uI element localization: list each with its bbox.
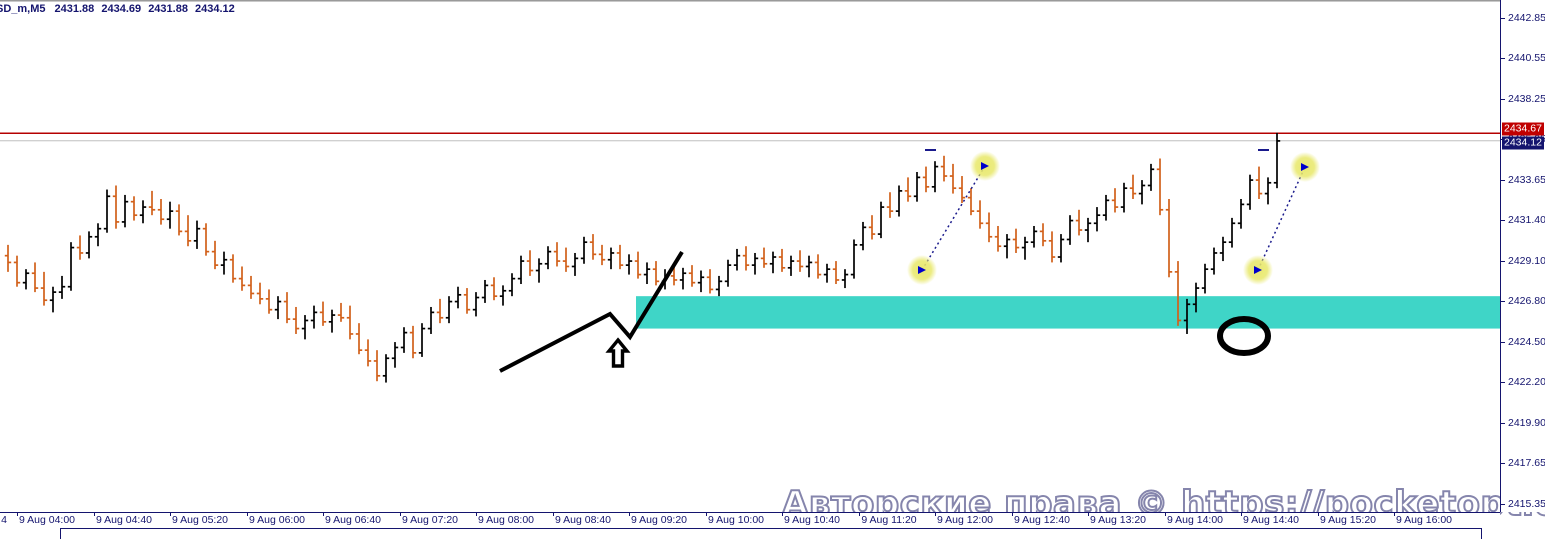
time-tick [782, 513, 783, 516]
time-tick [553, 513, 554, 516]
price-tick-label: 2429.10 [1508, 255, 1545, 267]
price-tick-label: 2431.40 [1508, 214, 1545, 226]
last-price-badge: 2434.12 [1502, 136, 1544, 150]
time-tick-label: 9 Aug 08:00 [477, 514, 535, 526]
price-axis[interactable]: 2442.852440.552438.252435.952433.652431.… [1500, 0, 1545, 512]
window-top-border [0, 0, 1545, 1]
time-tick [17, 513, 18, 516]
price-tick [1501, 382, 1505, 383]
time-tick-label: 9 Aug 05:20 [171, 514, 229, 526]
price-tick [1501, 301, 1505, 302]
time-tick-label: 9 Aug 10:40 [783, 514, 841, 526]
bid-price-badge: 2434.67 [1502, 122, 1544, 136]
signal-trend-dotted-lines [921, 149, 1306, 271]
chart-plot-area[interactable] [0, 16, 1500, 510]
price-tick [1501, 99, 1505, 100]
chart-canvas [0, 132, 1500, 383]
time-tick [1241, 513, 1242, 516]
price-tick [1501, 180, 1505, 181]
time-tick-label: 9 Aug 12:40 [1013, 514, 1071, 526]
ohlc-open: 2431.88 [54, 3, 95, 15]
price-tick-label: 2424.50 [1508, 336, 1545, 348]
time-tick [1318, 513, 1319, 516]
ohlc-low: 2431.88 [148, 3, 188, 15]
horizontal-scrollbar[interactable] [60, 528, 1482, 539]
time-tick-label: 9 Aug 06:00 [248, 514, 306, 526]
window-top-border-inner [0, 1, 1500, 2]
price-tick [1501, 463, 1505, 464]
time-tick [629, 513, 630, 516]
time-tick-label: 9 Aug 07:20 [401, 514, 459, 526]
time-tick-label-partial: 4 [1, 514, 7, 526]
time-tick [1394, 513, 1395, 516]
time-tick-label: 9 Aug 16:00 [1395, 514, 1453, 526]
price-tick-label: 2440.55 [1508, 52, 1545, 64]
price-level-lines [0, 132, 1500, 142]
time-tick-label: 9 Aug 06:40 [324, 514, 382, 526]
time-tick-label: 9 Aug 10:00 [707, 514, 765, 526]
time-tick [400, 513, 401, 516]
time-axis[interactable]: 4 9 Aug 04:00 9 Aug 04:40 9 Aug 05:20 9 Aug … [0, 512, 1500, 527]
time-tick-label: 9 Aug 13:20 [1089, 514, 1147, 526]
time-tick [247, 513, 248, 516]
time-tick-label: 9 Aug 11:20 [861, 514, 917, 526]
time-tick [476, 513, 477, 516]
price-tick-label: 2415.35 [1508, 498, 1545, 510]
price-tick-label: 2438.25 [1508, 93, 1545, 105]
time-tick-label: 9 Aug 08:40 [554, 514, 612, 526]
time-tick [859, 513, 860, 516]
chart-title-bar: SD_m,M5 2431.88 2434.69 2431.88 2434.12 [0, 2, 239, 16]
price-tick [1501, 342, 1505, 343]
ohlc-close: 2434.12 [195, 3, 235, 15]
time-tick [1088, 513, 1089, 516]
time-tick [935, 513, 936, 516]
price-tick [1501, 220, 1505, 221]
time-tick-label: 9 Aug 09:20 [630, 514, 688, 526]
horizontal-scroll-row [0, 527, 1545, 539]
time-tick [323, 513, 324, 516]
time-tick-label: 9 Aug 14:40 [1242, 514, 1300, 526]
price-tick-label: 2417.65 [1508, 457, 1545, 469]
hand-drawn-annotations [499, 250, 1271, 373]
price-tick-label: 2433.65 [1508, 174, 1545, 186]
ohlc-high: 2434.69 [101, 3, 142, 15]
time-tick [94, 513, 95, 516]
price-tick [1501, 58, 1505, 59]
price-tick-label: 2419.90 [1508, 417, 1545, 429]
symbol-timeframe-label: SD_m,M5 [0, 3, 46, 15]
time-tick [1012, 513, 1013, 516]
price-tick [1501, 18, 1505, 19]
price-tick [1501, 423, 1505, 424]
signal-markers [907, 151, 1320, 285]
time-tick-label: 9 Aug 12:00 [936, 514, 994, 526]
time-tick-label: 9 Aug 04:00 [18, 514, 76, 526]
time-tick-label: 9 Aug 04:40 [95, 514, 153, 526]
time-tick [706, 513, 707, 516]
price-tick-label: 2426.80 [1508, 295, 1545, 307]
price-tick-label: 2442.85 [1508, 12, 1545, 24]
support-zone-band [636, 296, 1500, 329]
ohlc-values: 2431.88 2434.69 2431.88 2434.12 [55, 3, 239, 15]
time-tick [1165, 513, 1166, 516]
time-tick-label: 9 Aug 14:00 [1166, 514, 1224, 526]
price-tick [1501, 504, 1505, 505]
time-tick-label: 9 Aug 15:20 [1319, 514, 1377, 526]
time-tick [170, 513, 171, 516]
price-tick-label: 2422.20 [1508, 376, 1545, 388]
price-tick [1501, 261, 1505, 262]
ohlc-bar-series [4, 132, 1281, 383]
